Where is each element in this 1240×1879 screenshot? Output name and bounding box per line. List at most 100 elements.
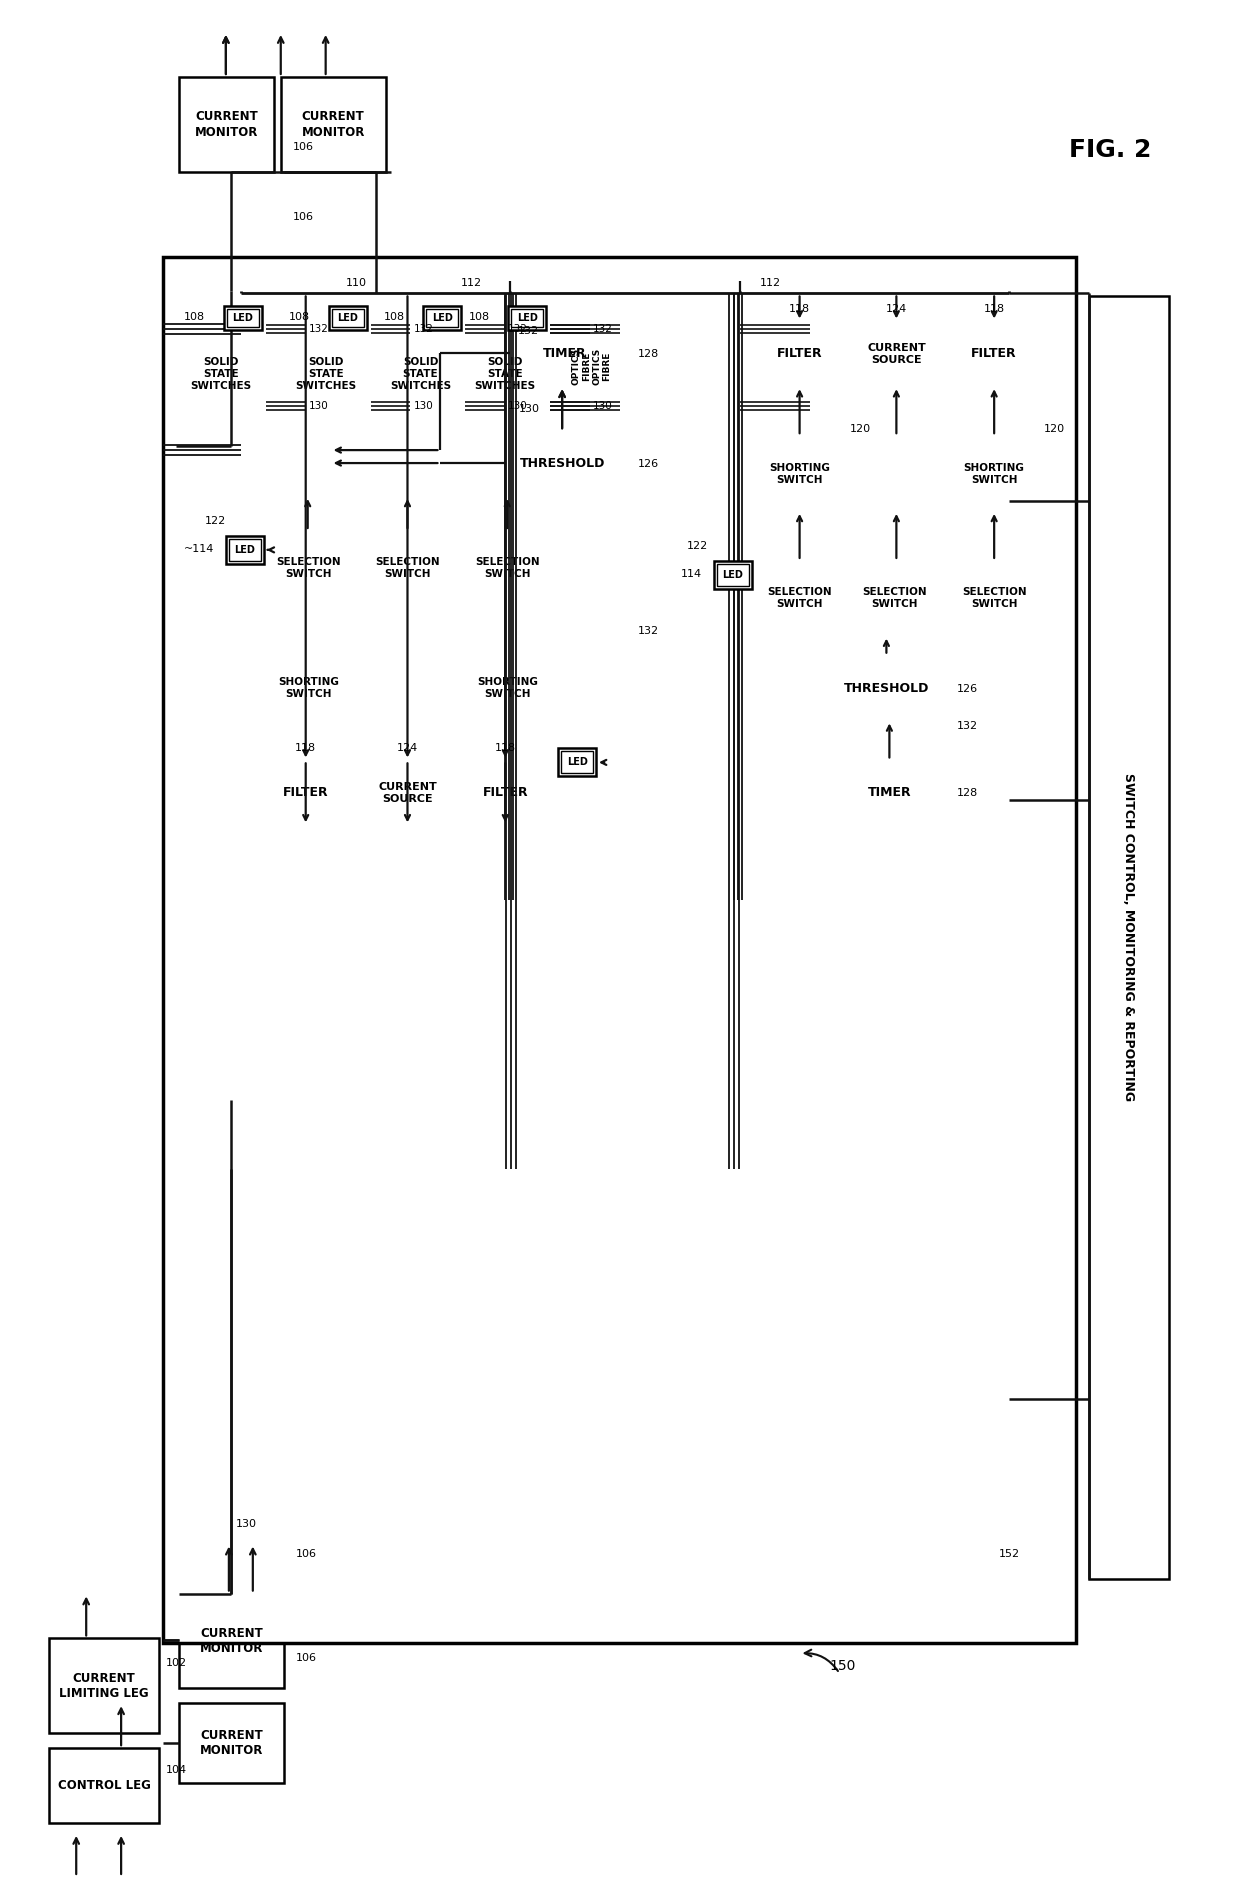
Text: SOLID
STATE
SWITCHES: SOLID STATE SWITCHES: [389, 357, 451, 391]
Text: SHORTING
SWITCH: SHORTING SWITCH: [963, 462, 1024, 485]
Bar: [755, 560, 844, 635]
Text: SELECTION
SWITCH: SELECTION SWITCH: [475, 558, 541, 579]
Text: LED: LED: [232, 314, 253, 323]
Text: OPTICS: OPTICS: [593, 348, 601, 385]
Text: OPTICS: OPTICS: [572, 348, 580, 385]
Text: 120: 120: [849, 425, 870, 434]
Text: 118: 118: [295, 744, 316, 753]
Text: 108: 108: [469, 312, 490, 323]
Bar: [950, 321, 1039, 387]
Text: 132: 132: [413, 325, 433, 334]
Text: SHORTING
SWITCH: SHORTING SWITCH: [477, 676, 538, 699]
Text: LED: LED: [567, 757, 588, 767]
Text: 132: 132: [508, 325, 528, 334]
Bar: [179, 1593, 284, 1689]
Text: 108: 108: [184, 312, 205, 323]
Bar: [376, 301, 465, 445]
Text: 130: 130: [309, 402, 329, 412]
Text: 118: 118: [495, 744, 516, 753]
Text: 130: 130: [508, 402, 528, 412]
Text: CURRENT
MONITOR: CURRENT MONITOR: [200, 1729, 263, 1757]
Text: TIMER: TIMER: [868, 785, 911, 799]
Bar: [50, 1638, 159, 1732]
Text: CURRENT
MONITOR: CURRENT MONITOR: [301, 111, 365, 139]
Bar: [714, 560, 751, 588]
Text: 130: 130: [593, 402, 613, 412]
Text: LED: LED: [234, 545, 255, 554]
Bar: [280, 301, 371, 445]
Text: SELECTION
SWITCH: SELECTION SWITCH: [768, 588, 832, 609]
Text: FIBRE: FIBRE: [583, 351, 591, 381]
Text: SELECTION
SWITCH: SELECTION SWITCH: [962, 588, 1027, 609]
Text: FILTER: FILTER: [971, 348, 1017, 361]
Bar: [510, 321, 620, 387]
Bar: [1089, 297, 1169, 1578]
Text: 120: 120: [1044, 425, 1065, 434]
Bar: [229, 539, 260, 560]
Bar: [562, 752, 593, 774]
Text: 130: 130: [413, 402, 433, 412]
Text: 118: 118: [983, 304, 1004, 314]
Text: LED: LED: [517, 314, 538, 323]
Text: FILTER: FILTER: [776, 348, 822, 361]
Text: 106: 106: [293, 212, 314, 222]
Bar: [714, 560, 751, 588]
Bar: [755, 436, 844, 511]
Text: FILTER: FILTER: [283, 785, 329, 799]
Bar: [508, 306, 546, 331]
Bar: [740, 291, 1009, 1169]
Text: 110: 110: [346, 278, 367, 289]
Bar: [849, 560, 939, 635]
Text: 112: 112: [460, 278, 481, 289]
Bar: [361, 761, 455, 825]
Bar: [280, 77, 386, 171]
Bar: [558, 748, 596, 776]
Text: 108: 108: [383, 312, 404, 323]
Text: CURRENT
SOURCE: CURRENT SOURCE: [378, 782, 438, 804]
Text: 130: 130: [520, 404, 541, 413]
Text: LED: LED: [337, 314, 358, 323]
Bar: [558, 748, 596, 776]
Text: THRESHOLD: THRESHOLD: [520, 457, 605, 470]
Text: FILTER: FILTER: [482, 785, 528, 799]
Text: 132: 132: [518, 327, 539, 336]
Bar: [226, 536, 264, 564]
Bar: [755, 321, 844, 387]
Bar: [179, 1702, 284, 1783]
Text: 108: 108: [289, 312, 310, 323]
Text: 152: 152: [999, 1548, 1021, 1558]
Bar: [849, 321, 945, 387]
Text: SOLID
STATE
SWITCHES: SOLID STATE SWITCHES: [190, 357, 252, 391]
Text: 112: 112: [760, 278, 781, 289]
Bar: [460, 650, 556, 725]
Bar: [50, 1747, 159, 1823]
Text: SOLID
STATE
SWITCHES: SOLID STATE SWITCHES: [475, 357, 536, 391]
Text: 106: 106: [293, 141, 314, 152]
Text: 132: 132: [637, 626, 660, 635]
Text: SELECTION
SWITCH: SELECTION SWITCH: [275, 558, 341, 579]
Text: SELECTION
SWITCH: SELECTION SWITCH: [862, 588, 926, 609]
Text: SWITCH CONTROL, MONITORING & REPORTING: SWITCH CONTROL, MONITORING & REPORTING: [1122, 774, 1136, 1101]
Bar: [361, 532, 455, 605]
Bar: [830, 656, 945, 720]
Text: FIBRE: FIBRE: [603, 351, 611, 381]
Text: SOLID
STATE
SWITCHES: SOLID STATE SWITCHES: [295, 357, 356, 391]
Text: 124: 124: [885, 304, 906, 314]
Text: 132: 132: [593, 325, 613, 334]
Text: 122: 122: [205, 517, 226, 526]
Bar: [950, 436, 1039, 511]
Text: 128: 128: [957, 789, 978, 799]
Text: 124: 124: [397, 744, 418, 753]
Bar: [460, 532, 556, 605]
Text: 132: 132: [309, 325, 329, 334]
Bar: [950, 560, 1039, 635]
Bar: [717, 564, 749, 586]
Text: 106: 106: [295, 1548, 316, 1558]
Bar: [505, 430, 620, 496]
Bar: [511, 310, 543, 327]
Text: 106: 106: [295, 1654, 316, 1663]
Bar: [226, 536, 264, 564]
Bar: [241, 291, 510, 1169]
Text: 132: 132: [957, 722, 978, 731]
Text: SHORTING
SWITCH: SHORTING SWITCH: [769, 462, 830, 485]
